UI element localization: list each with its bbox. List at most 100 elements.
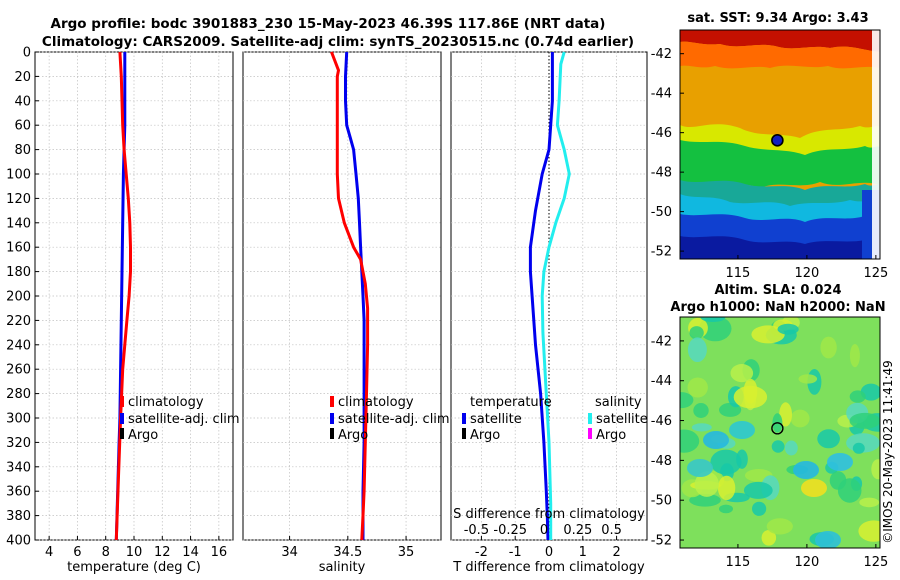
salinity-x-ticks: 34 34.5 35 <box>281 536 414 560</box>
sla-anomaly-blob <box>820 336 837 359</box>
sla-anomaly-blob <box>761 530 777 546</box>
sla-anomaly-blob <box>730 364 754 383</box>
y-tick-label: 340 <box>6 460 31 475</box>
top-x-tick-label: -0.5 <box>464 523 489 538</box>
legend-label-t-satellite: satellite <box>470 412 522 427</box>
map-y-tick-label: -48 <box>651 166 672 181</box>
sla-anomaly-blob <box>777 323 799 335</box>
sla-anomaly-blob <box>798 374 818 384</box>
map-x-tick-label: 120 <box>794 555 819 570</box>
sla-anomaly-blob <box>687 459 713 477</box>
legend-label-climatology: climatology <box>128 395 204 410</box>
series-line-climatology <box>330 51 370 541</box>
x-tick-label: 34.5 <box>333 545 362 560</box>
map-y-tick-label: -52 <box>651 245 672 260</box>
x-tick-label: 0 <box>545 545 553 560</box>
sla-anomaly-blob <box>815 531 841 548</box>
sst-band-red-orange <box>680 41 880 69</box>
legend-label-satellite: satellite-adj. clim <box>128 412 240 427</box>
sla-anomaly-blob <box>693 403 709 418</box>
y-tick-label: 320 <box>6 436 31 451</box>
y-tick-label: 140 <box>6 216 31 231</box>
sla-anomaly-blob <box>700 317 726 322</box>
top-x-tick-label: 0 <box>540 523 548 538</box>
sla-x-ticks: 115 120 125 <box>726 544 888 570</box>
sst-map: sat. SST: 9.34 Argo: 3.43 -42 -44 -46 -48 -5… <box>651 11 889 281</box>
y-tick-label: 360 <box>6 485 31 500</box>
salinity-x-axis-label: salinity <box>319 560 366 575</box>
temperature-x-axis-label: temperature (deg C) <box>67 560 201 575</box>
salinity-profile-chart: 34 34.5 35 salinity climatology satellite-… <box>242 51 450 575</box>
sst-band-dark-blue <box>680 236 880 259</box>
x-tick-label: 1 <box>579 545 587 560</box>
x-tick-label: 14 <box>182 545 199 560</box>
sla-anomaly-blob <box>827 453 853 471</box>
top-x-tick-label: -0.25 <box>493 523 527 538</box>
sla-anomaly-blob <box>687 337 707 363</box>
y-tick-label: 400 <box>6 534 31 549</box>
sla-anomaly-blob <box>689 493 721 507</box>
legend-label-s-argo: Argo <box>596 428 626 443</box>
map-y-tick-label: -48 <box>651 454 672 469</box>
map-y-tick-label: -52 <box>651 534 672 549</box>
sla-anomaly-blob <box>736 449 748 469</box>
sla-anomaly-blob <box>717 475 736 501</box>
legend-swatch-argo <box>330 428 334 439</box>
sst-map-title: sat. SST: 9.34 Argo: 3.43 <box>687 11 868 26</box>
map-y-tick-label: -50 <box>651 494 672 509</box>
y-tick-label: 120 <box>6 192 31 207</box>
sla-anomaly-blob <box>766 518 793 535</box>
y-tick-label: 20 <box>14 70 31 85</box>
legend-title-salinity: salinity <box>595 395 642 410</box>
sla-anomaly-blob <box>694 471 719 497</box>
map-y-tick-label: -42 <box>651 334 672 349</box>
figure-title-line2: Climatology: CARS2009. Satellite-adj cli… <box>42 34 634 50</box>
sla-map: Altim. SLA: 0.024 Argo h1000: NaN h2000:… <box>651 283 889 570</box>
x-tick-label: 6 <box>73 545 81 560</box>
map-y-tick-label: -46 <box>651 414 672 429</box>
sla-y-ticks: -42 -44 -46 -48 -50 -52 <box>651 334 684 549</box>
sst-band-green <box>680 140 880 188</box>
difference-profile-chart: -2 -1 0 1 2 S difference from climatology -0… <box>450 51 648 575</box>
map-x-tick-label: 125 <box>863 555 888 570</box>
difference-legend-temperature: temperature satellite Argo <box>462 395 552 443</box>
legend-label-t-argo: Argo <box>470 428 500 443</box>
difference-x-axis-label: T difference from climatology <box>452 560 645 575</box>
map-y-tick-label: -42 <box>651 47 672 62</box>
sla-anomaly-blob <box>859 497 880 508</box>
x-tick-label: 10 <box>126 545 143 560</box>
sla-anomaly-blob <box>710 449 742 475</box>
sla-anomaly-blob <box>801 479 827 497</box>
x-tick-label: 16 <box>211 545 228 560</box>
x-tick-label: -1 <box>509 545 522 560</box>
difference-top-axis-label: S difference from climatology <box>453 507 645 522</box>
map-y-tick-label: -44 <box>651 87 672 102</box>
sla-map-title-line2: Argo h1000: NaN h2000: NaN <box>670 300 885 315</box>
sla-anomaly-blob <box>691 423 712 432</box>
difference-legend-salinity: salinity satellite Argo <box>588 395 648 443</box>
temperature-grid <box>35 51 233 541</box>
series-line-satellite <box>344 51 366 540</box>
difference-x-ticks: -2 -1 0 1 2 <box>475 536 621 560</box>
sla-anomaly-blob <box>703 431 729 449</box>
legend-title-temperature: temperature <box>470 395 552 410</box>
x-tick-label: 35 <box>398 545 415 560</box>
legend-label-climatology: climatology <box>338 395 414 410</box>
sla-anomaly-blob <box>698 317 732 342</box>
sla-map-image <box>680 317 880 548</box>
x-tick-label: 34 <box>281 545 298 560</box>
series-line-satellite <box>528 52 554 541</box>
top-x-tick-label: 0.5 <box>601 523 622 538</box>
map-x-tick-label: 115 <box>726 266 751 281</box>
legend-swatch-s-satellite <box>588 413 592 424</box>
sla-anomaly-blob <box>771 440 785 453</box>
sst-x-ticks: 115 120 125 <box>726 255 888 281</box>
sla-anomaly-blob <box>729 421 755 439</box>
map-x-tick-label: 115 <box>726 555 751 570</box>
legend-swatch-satellite <box>120 413 124 424</box>
sla-anomaly-blob <box>817 429 840 449</box>
salinity-legend: climatology satellite-adj. clim Argo <box>330 395 450 443</box>
figure-title-line1: Argo profile: bodc 3901883_230 15-May-20… <box>51 16 606 32</box>
sla-anomaly-blob <box>719 504 733 514</box>
